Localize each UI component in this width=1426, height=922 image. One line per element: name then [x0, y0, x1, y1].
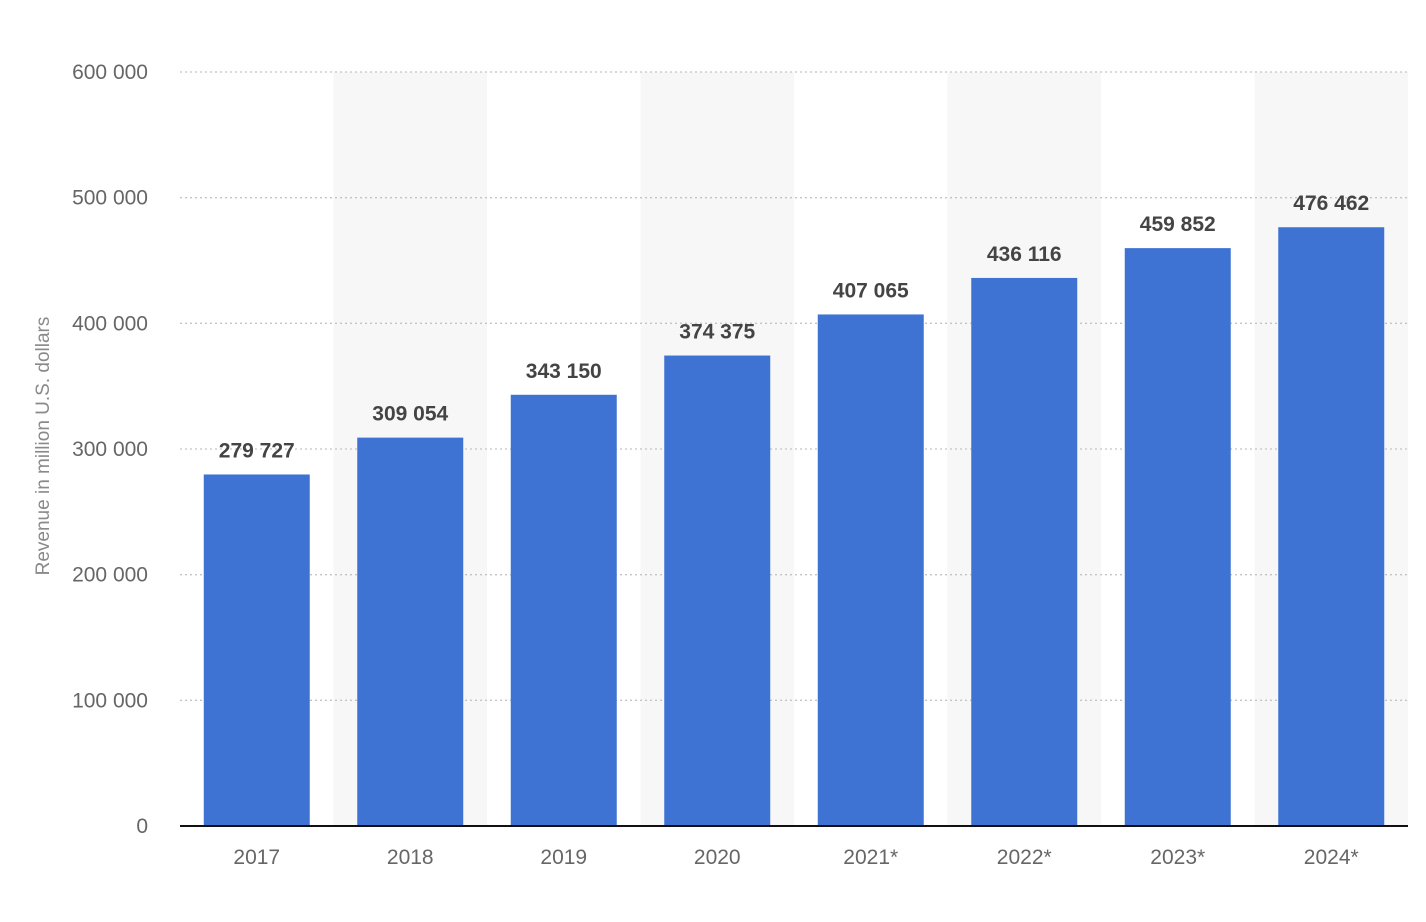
bar-2017 — [203, 474, 310, 826]
y-tick-label: 400 000 — [72, 312, 148, 335]
bars — [203, 227, 1385, 826]
data-label: 407 065 — [833, 279, 909, 302]
x-axis-ticks: 2017 2018 2019 2020 2021* 2022* 2023* 2024* — [233, 846, 1358, 869]
data-label: 309 054 — [372, 403, 448, 426]
x-tick-label: 2023* — [1150, 846, 1205, 869]
bar-2022 — [971, 277, 1078, 826]
data-label: 459 852 — [1140, 213, 1216, 236]
x-tick-label: 2019 — [540, 846, 587, 869]
x-tick-label: 2024* — [1304, 846, 1359, 869]
data-label: 343 150 — [526, 360, 602, 383]
x-tick-label: 2020 — [694, 846, 741, 869]
bar-2024 — [1278, 227, 1385, 826]
y-tick-label: 500 000 — [72, 187, 148, 210]
data-labels: 279 727 309 054 343 150 374 375 407 065 436 1… — [219, 192, 1369, 462]
bar-2021 — [817, 314, 924, 826]
y-tick-label: 200 000 — [72, 564, 148, 587]
x-tick-label: 2021* — [843, 846, 898, 869]
y-tick-label: 600 000 — [72, 61, 148, 84]
y-tick-label: 100 000 — [72, 689, 148, 712]
data-label: 279 727 — [219, 439, 295, 462]
x-tick-label: 2022* — [997, 846, 1052, 869]
y-tick-label: 300 000 — [72, 438, 148, 461]
data-label: 374 375 — [679, 321, 755, 344]
x-tick-label: 2017 — [233, 846, 280, 869]
y-axis-title: Revenue in million U.S. dollars — [33, 317, 54, 576]
bar-2019 — [510, 394, 617, 826]
y-axis-ticks: 0 100 000 200 000 300 000 400 000 500 000 600 … — [72, 61, 148, 838]
data-label: 476 462 — [1293, 192, 1369, 215]
bar-2023 — [1124, 248, 1231, 826]
x-tick-label: 2018 — [387, 846, 434, 869]
y-tick-label: 0 — [136, 815, 148, 838]
data-label: 436 116 — [987, 243, 1062, 266]
bar-2020 — [664, 355, 771, 826]
bar-2018 — [357, 437, 464, 826]
